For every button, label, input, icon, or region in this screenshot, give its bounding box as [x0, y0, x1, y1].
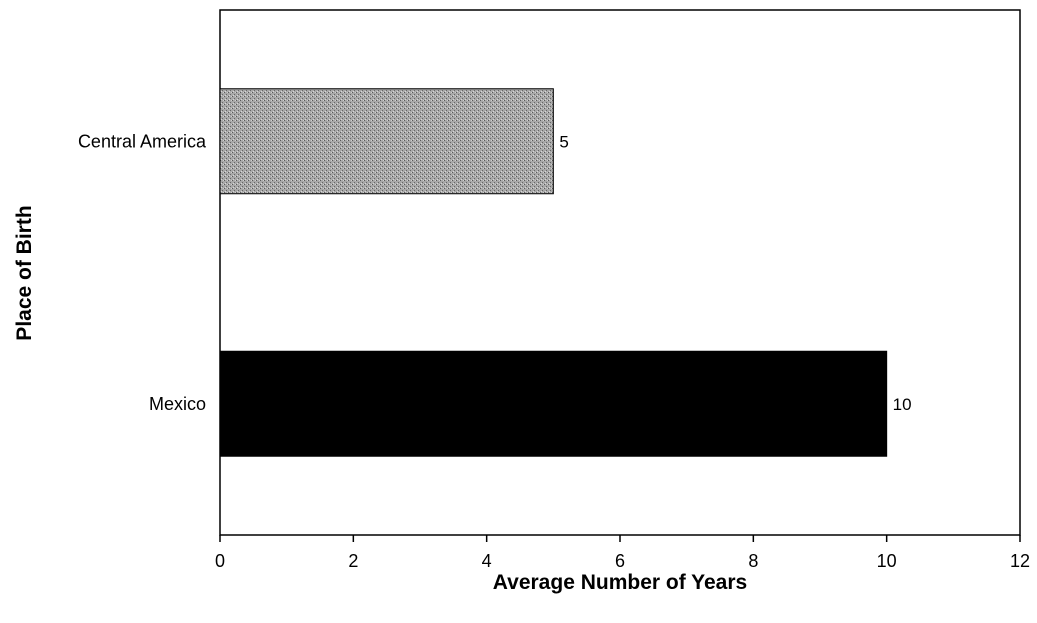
x-tick-label: 4: [482, 551, 492, 571]
x-tick-label: 6: [615, 551, 625, 571]
x-axis-title: Average Number of Years: [493, 571, 747, 594]
x-tick-label: 10: [877, 551, 897, 571]
category-label: Central America: [78, 131, 207, 151]
data-label: 5: [559, 132, 568, 151]
x-tick-label: 0: [215, 551, 225, 571]
y-axis-title: Place of Birth: [13, 205, 36, 340]
category-label: Mexico: [149, 394, 206, 414]
x-tick-label: 8: [748, 551, 758, 571]
bar-mexico: [219, 350, 888, 457]
bar-central-america: [219, 88, 554, 195]
x-tick-label: 2: [348, 551, 358, 571]
x-tick-label: 12: [1010, 551, 1030, 571]
data-label: 10: [893, 395, 912, 414]
